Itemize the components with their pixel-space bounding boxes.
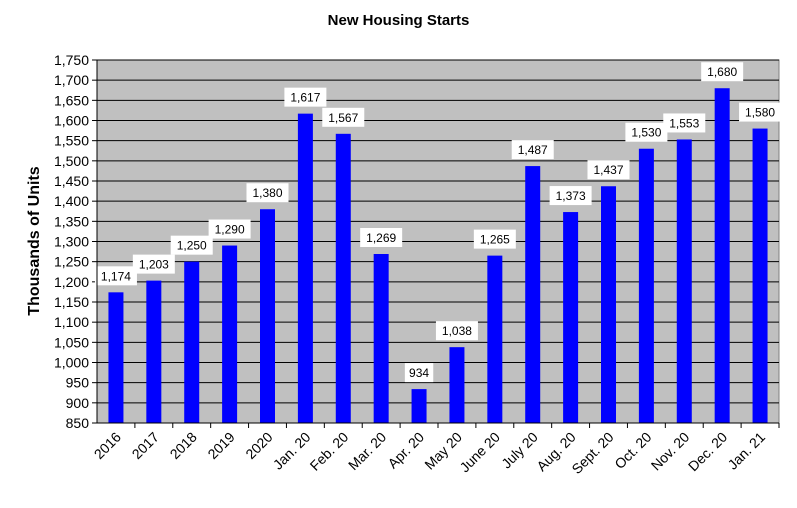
x-tick-label: 2017 [129, 429, 162, 462]
bar [714, 88, 730, 423]
bar [487, 255, 503, 423]
y-tick-label: 1,550 [54, 133, 89, 149]
y-tick-label: 1,650 [54, 92, 89, 108]
y-tick-label: 1,050 [54, 334, 89, 350]
y-tick-label: 1,000 [54, 355, 89, 371]
data-label-box [94, 266, 137, 286]
bar [752, 128, 768, 424]
data-label-box [473, 229, 516, 249]
bar [222, 245, 238, 423]
bar [373, 254, 389, 423]
y-axis-tick-labels: 850 900 950 1,000 1,050 1,100 1,150 1,200 1,250 1… [54, 52, 89, 431]
data-label-box [208, 219, 251, 239]
data-label-box [322, 107, 365, 127]
x-tick-label: Mar. 20 [345, 429, 389, 473]
bar [411, 389, 427, 423]
x-tick-label: Apr. 20 [384, 429, 427, 472]
data-label-box [132, 254, 175, 274]
data-label: 1,250 [177, 239, 207, 253]
data-label: 1,203 [139, 258, 169, 272]
data-label: 1,265 [480, 233, 510, 247]
y-tick-label: 1,750 [54, 52, 89, 68]
data-label: 1,553 [669, 116, 699, 130]
data-label: 1,269 [366, 231, 396, 245]
data-label-box [511, 140, 554, 160]
y-tick-label: 1,600 [54, 113, 89, 129]
data-label: 1,174 [101, 269, 131, 283]
bar [563, 212, 579, 423]
bar [601, 186, 616, 423]
y-tick-label: 900 [66, 395, 90, 411]
x-tick-label: 2016 [91, 429, 124, 462]
data-label-box [284, 87, 327, 107]
x-tick-label: Feb. 20 [307, 429, 352, 474]
data-label: 1,530 [631, 126, 661, 140]
x-tick-label: Sept. 20 [568, 429, 616, 477]
bar [335, 133, 351, 423]
y-tick-label: 1,700 [54, 72, 89, 88]
y-tick-label: 950 [66, 375, 90, 391]
data-label: 1,373 [556, 189, 586, 203]
bar [638, 148, 654, 423]
data-label: 1,567 [328, 111, 358, 125]
y-tick-label: 1,300 [54, 234, 89, 250]
x-tick-label: Jan. 20 [270, 429, 314, 473]
y-axis-title: Thousands of Units [26, 166, 43, 315]
y-tick-label: 1,150 [54, 294, 89, 310]
bar [260, 209, 275, 423]
y-tick-label: 1,350 [54, 213, 89, 229]
data-label-box [246, 183, 289, 203]
data-label-box [739, 102, 782, 122]
data-label: 1,617 [290, 91, 320, 105]
x-tick-label: Nov. 20 [648, 429, 693, 474]
data-label: 1,437 [593, 163, 623, 177]
data-label: 1,290 [215, 223, 245, 237]
data-label: 1,580 [745, 106, 775, 120]
data-label: 1,680 [707, 65, 737, 79]
y-tick-label: 850 [66, 415, 90, 431]
bar [108, 292, 124, 423]
data-label: 1,380 [252, 186, 282, 200]
data-label: 1,038 [442, 324, 472, 338]
chart-title: New Housing Starts [327, 12, 470, 29]
data-labels: 1,174 1,203 1,250 1,290 1,380 1,617 1,567 1,269… [94, 62, 782, 383]
data-label-box [701, 62, 744, 82]
y-tick-label: 1,450 [54, 173, 89, 189]
y-tick-label: 1,200 [54, 274, 89, 290]
bar [184, 261, 200, 423]
x-tick-label: 2018 [166, 429, 199, 462]
data-label-box [625, 122, 668, 142]
x-tick-label: Jan. 21 [724, 429, 768, 473]
bars [108, 88, 768, 424]
data-label-box [404, 363, 434, 383]
bar [449, 347, 465, 423]
y-tick-label: 1,100 [54, 314, 89, 330]
x-tick-label: 2020 [242, 429, 275, 462]
data-label-box [435, 321, 478, 341]
y-tick-label: 1,400 [54, 193, 89, 209]
data-label-box [587, 160, 630, 180]
x-tick-label: June 20 [456, 429, 503, 476]
x-tick-label: 2019 [204, 429, 237, 462]
y-tick-label: 1,250 [54, 254, 89, 270]
data-label-box [549, 186, 592, 206]
bar [676, 139, 692, 423]
y-tick-label: 1,500 [54, 153, 89, 169]
bar [297, 113, 313, 423]
data-label-box [663, 113, 706, 133]
x-tick-label: Oct. 20 [611, 429, 654, 472]
data-label: 934 [409, 366, 429, 380]
bar [146, 280, 162, 423]
data-label: 1,487 [518, 143, 548, 157]
data-label-box [360, 228, 403, 248]
data-label-box [170, 235, 213, 255]
bar [525, 166, 541, 423]
x-tick-label: Dec. 20 [685, 429, 731, 475]
